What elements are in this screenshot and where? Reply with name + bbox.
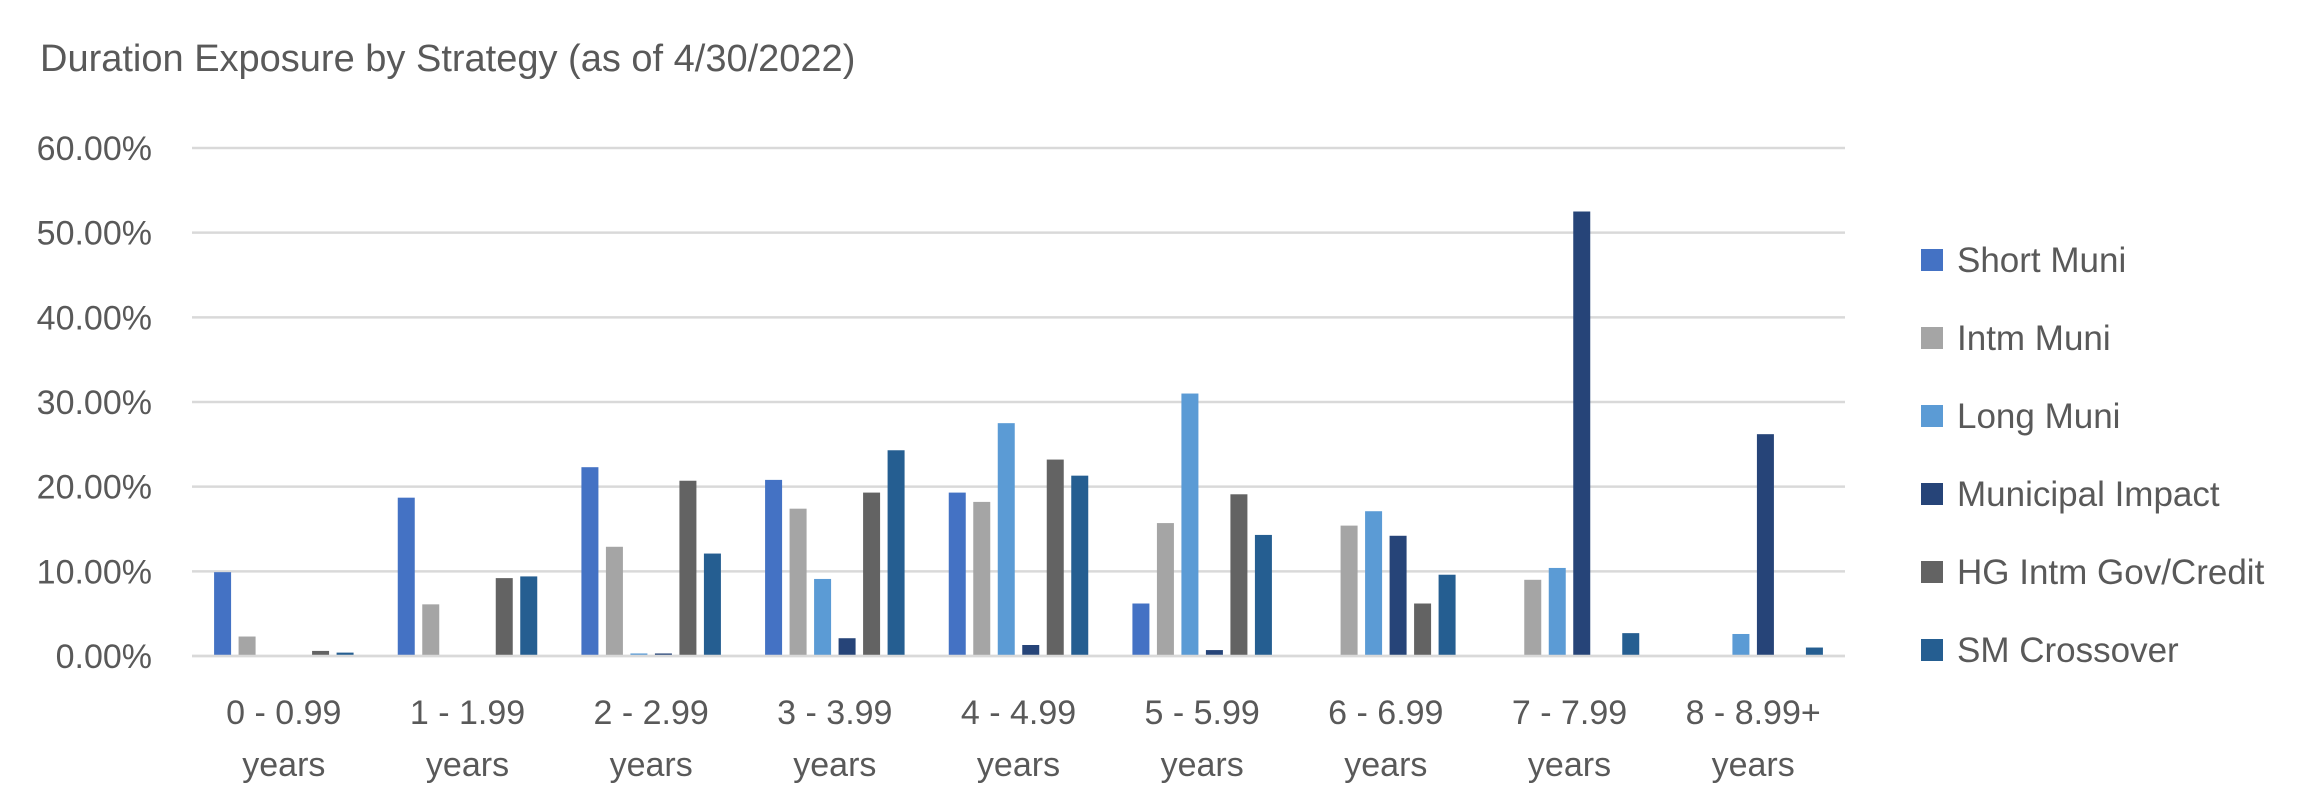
x-tick-label: years bbox=[610, 746, 693, 784]
x-tick-label: 7 - 7.99 bbox=[1512, 694, 1627, 732]
bar-long-muni bbox=[1365, 511, 1383, 656]
bar-short-muni bbox=[948, 492, 966, 656]
y-tick-label: 0.00% bbox=[56, 638, 152, 676]
bar-municipal-impact bbox=[1205, 650, 1223, 656]
bar-short-muni bbox=[1132, 603, 1150, 656]
bar-sm-crossover bbox=[336, 652, 354, 656]
bar-intm-muni bbox=[973, 501, 991, 656]
legend-swatch bbox=[1921, 561, 1943, 583]
bar-sm-crossover bbox=[520, 576, 538, 656]
bar-short-muni bbox=[214, 572, 232, 656]
bar-short-muni bbox=[581, 467, 599, 656]
x-tick-label: years bbox=[977, 746, 1060, 784]
x-tick-label: years bbox=[1528, 746, 1611, 784]
legend-swatch bbox=[1921, 483, 1943, 505]
x-tick-label: years bbox=[242, 746, 325, 784]
bar-sm-crossover bbox=[1254, 534, 1272, 656]
bar-hg-intm-gov-credit bbox=[679, 480, 697, 656]
x-tick-label: 6 - 6.99 bbox=[1328, 694, 1443, 732]
x-tick-label: 1 - 1.99 bbox=[410, 694, 525, 732]
bar-long-muni bbox=[997, 423, 1015, 656]
bar-short-muni bbox=[765, 479, 783, 656]
y-tick-label: 30.00% bbox=[37, 384, 152, 422]
x-tick-label: 2 - 2.99 bbox=[594, 694, 709, 732]
bar-long-muni bbox=[1548, 567, 1566, 656]
bar-municipal-impact bbox=[1022, 644, 1040, 656]
legend-label: Municipal Impact bbox=[1957, 475, 2220, 514]
bar-sm-crossover bbox=[1805, 647, 1823, 656]
x-tick-label: years bbox=[426, 746, 509, 784]
y-tick-label: 60.00% bbox=[37, 130, 152, 168]
bar-hg-intm-gov-credit bbox=[1414, 603, 1432, 656]
x-tick-label: 5 - 5.99 bbox=[1145, 694, 1260, 732]
y-tick-label: 50.00% bbox=[37, 215, 152, 253]
bar-municipal-impact bbox=[1573, 211, 1591, 656]
y-tick-label: 20.00% bbox=[37, 469, 152, 507]
bar-municipal-impact bbox=[654, 653, 672, 656]
x-tick-label: 8 - 8.99+ bbox=[1686, 694, 1821, 732]
legend-label: SM Crossover bbox=[1957, 631, 2179, 670]
bar-sm-crossover bbox=[1622, 633, 1640, 656]
x-tick-label: 0 - 0.99 bbox=[226, 694, 341, 732]
legend-swatch bbox=[1921, 249, 1943, 271]
bar-hg-intm-gov-credit bbox=[495, 578, 513, 656]
bar-sm-crossover bbox=[1071, 475, 1089, 656]
x-tick-label: years bbox=[1161, 746, 1244, 784]
bar-intm-muni bbox=[789, 508, 807, 656]
legend-swatch bbox=[1921, 639, 1943, 661]
bar-long-muni bbox=[1181, 393, 1199, 656]
chart-title: Duration Exposure by Strategy (as of 4/3… bbox=[40, 38, 856, 80]
legend-swatch bbox=[1921, 405, 1943, 427]
bar-hg-intm-gov-credit bbox=[863, 492, 881, 656]
x-tick-label: years bbox=[1344, 746, 1427, 784]
x-tick-label: years bbox=[793, 746, 876, 784]
bar-intm-muni bbox=[238, 636, 256, 656]
bar-sm-crossover bbox=[703, 553, 721, 656]
y-tick-label: 40.00% bbox=[37, 299, 152, 337]
x-tick-label: 3 - 3.99 bbox=[777, 694, 892, 732]
x-tick-label: years bbox=[1712, 746, 1795, 784]
y-tick-label: 10.00% bbox=[37, 553, 152, 591]
bar-intm-muni bbox=[1156, 523, 1174, 656]
bar-intm-muni bbox=[1524, 579, 1542, 656]
bar-municipal-impact bbox=[1389, 535, 1407, 656]
bar-intm-muni bbox=[1340, 525, 1358, 656]
bar-hg-intm-gov-credit bbox=[1230, 494, 1248, 656]
bar-long-muni bbox=[630, 653, 648, 656]
bar-intm-muni bbox=[422, 604, 440, 656]
x-tick-label: 4 - 4.99 bbox=[961, 694, 1076, 732]
bar-long-muni bbox=[814, 578, 832, 656]
bar-hg-intm-gov-credit bbox=[312, 650, 330, 656]
bar-sm-crossover bbox=[887, 450, 905, 656]
bar-sm-crossover bbox=[1438, 574, 1456, 656]
bar-intm-muni bbox=[605, 546, 623, 656]
bar-long-muni bbox=[1732, 633, 1750, 656]
legend-label: Intm Muni bbox=[1957, 319, 2111, 358]
bar-municipal-impact bbox=[838, 638, 856, 656]
bar-hg-intm-gov-credit bbox=[1046, 459, 1064, 656]
legend-label: Short Muni bbox=[1957, 241, 2126, 280]
legend-label: Long Muni bbox=[1957, 397, 2120, 436]
legend-label: HG Intm Gov/Credit bbox=[1957, 553, 2265, 592]
legend-swatch bbox=[1921, 327, 1943, 349]
bar-municipal-impact bbox=[1756, 434, 1774, 656]
bar-short-muni bbox=[397, 497, 415, 656]
